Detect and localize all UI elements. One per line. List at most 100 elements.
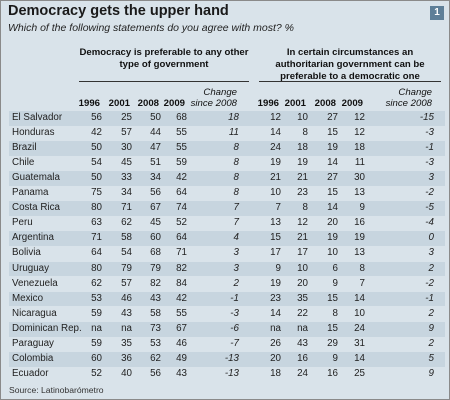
value-cell: 60 [91, 352, 102, 364]
country-label: Peru [12, 217, 33, 229]
change-cell: -2 [425, 187, 434, 199]
value-cell: 46 [121, 292, 132, 304]
value-cell: 22 [297, 307, 308, 319]
value-cell: 43 [176, 367, 187, 379]
value-cell: 36 [121, 352, 132, 364]
value-cell: na [121, 322, 132, 334]
value-cell: 13 [354, 187, 365, 199]
value-cell: 68 [176, 112, 187, 123]
change-cell: 9 [428, 367, 434, 379]
change-cell: 2 [428, 307, 434, 319]
value-cell: 54 [91, 157, 102, 169]
value-cell: 9 [275, 262, 281, 274]
value-cell: 56 [91, 112, 102, 123]
change-cell: 3 [428, 247, 434, 259]
value-cell: 59 [91, 337, 102, 349]
column-header: 2009 [341, 98, 363, 109]
value-cell: 18 [354, 142, 365, 154]
table-row: Peru 63 62 45 52 7 13 12 20 16 -4 [9, 216, 445, 231]
value-cell: 14 [327, 157, 338, 169]
value-cell: 51 [150, 157, 161, 169]
table-row: Mexico 53 46 43 42 -1 23 35 15 14 -1 [9, 291, 445, 307]
value-cell: 57 [121, 277, 132, 289]
value-cell: 19 [327, 232, 338, 244]
value-cell: 82 [150, 277, 161, 289]
change-cell: 2 [428, 337, 434, 349]
table-row: Colombia 60 36 62 49 -13 20 16 9 14 5 [9, 351, 445, 367]
table-row: Honduras 42 57 44 55 11 14 8 15 12 -3 [9, 126, 445, 141]
change-cell: 11 [228, 127, 239, 139]
country-label: Uruguay [12, 262, 50, 274]
change-cell: -3 [425, 157, 434, 169]
table-row: Costa Rica 80 71 67 74 7 7 8 14 9 -5 [9, 201, 445, 217]
value-cell: 21 [297, 232, 308, 244]
value-cell: 16 [297, 352, 308, 364]
value-cell: 50 [91, 172, 102, 184]
value-cell: 19 [354, 232, 365, 244]
value-cell: 52 [91, 367, 102, 379]
value-cell: 24 [354, 322, 365, 334]
value-cell: 79 [121, 262, 132, 274]
value-cell: 44 [150, 127, 161, 139]
value-cell: 7 [275, 202, 281, 214]
value-cell: 19 [327, 142, 338, 154]
change-cell: -1 [425, 142, 434, 154]
value-cell: 24 [297, 367, 308, 379]
change-cell: -4 [425, 217, 434, 229]
change-cell: 2 [233, 277, 239, 289]
chart-subtitle: Which of the following statements do you… [8, 22, 294, 34]
change-cell: 18 [228, 112, 239, 123]
value-cell: 53 [91, 292, 102, 304]
value-cell: 46 [176, 337, 187, 349]
country-label: Chile [12, 157, 35, 169]
value-cell: 29 [327, 337, 338, 349]
value-cell: 8 [359, 262, 365, 274]
value-cell: 57 [121, 127, 132, 139]
country-label: Venezuela [12, 277, 58, 289]
value-cell: 15 [327, 127, 338, 139]
value-cell: 64 [91, 247, 102, 259]
table-row: Venezuela 62 57 82 84 2 19 20 9 7 -2 [9, 277, 445, 292]
change-cell: -3 [230, 307, 239, 319]
value-cell: na [297, 322, 308, 334]
change-cell: -2 [425, 277, 434, 289]
value-cell: 73 [150, 322, 161, 334]
country-label: Panama [12, 187, 49, 199]
change-cell: -15 [419, 112, 434, 123]
value-cell: 10 [354, 307, 365, 319]
value-cell: 74 [176, 202, 187, 214]
value-cell: 7 [359, 277, 365, 289]
value-cell: 14 [270, 127, 281, 139]
value-cell: 67 [176, 322, 187, 334]
country-label: Honduras [12, 127, 55, 139]
column-header: 2001 [284, 98, 306, 109]
value-cell: 11 [354, 157, 365, 169]
value-cell: 55 [176, 127, 187, 139]
value-cell: 68 [150, 247, 161, 259]
value-cell: 55 [176, 307, 187, 319]
change-cell: -3 [425, 127, 434, 139]
value-cell: 21 [270, 172, 281, 184]
change-cell: 8 [233, 157, 239, 169]
table-row: Guatemala 50 33 34 42 8 21 21 27 30 3 [9, 171, 445, 187]
change-cell: 3 [428, 172, 434, 184]
change-cell: -13 [224, 367, 239, 379]
column-header: 2008 [137, 98, 159, 109]
change-cell: 3 [233, 247, 239, 259]
value-cell: 34 [150, 172, 161, 184]
value-cell: 63 [91, 217, 102, 229]
value-cell: 25 [121, 112, 132, 123]
value-cell: 43 [121, 307, 132, 319]
value-cell: 71 [176, 247, 187, 259]
value-cell: 53 [150, 337, 161, 349]
value-cell: 8 [332, 307, 338, 319]
value-cell: 15 [270, 232, 281, 244]
value-cell: 49 [176, 352, 187, 364]
value-cell: 71 [121, 202, 132, 214]
value-cell: 13 [354, 247, 365, 259]
value-cell: 27 [327, 172, 338, 184]
value-cell: na [270, 322, 281, 334]
change-cell: 8 [233, 187, 239, 199]
change-cell: 0 [428, 232, 434, 244]
